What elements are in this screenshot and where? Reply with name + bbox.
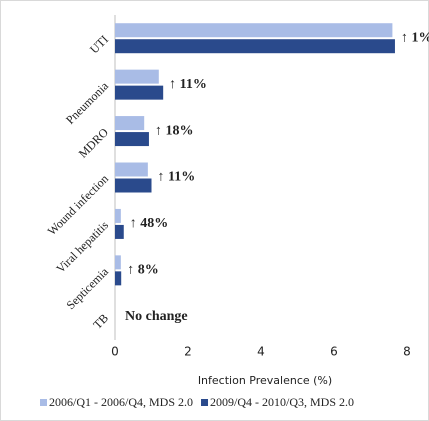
annotation: ↑ 8% xyxy=(127,263,159,278)
x-tick-label: 0 xyxy=(111,345,119,359)
annotation: ↑ 18% xyxy=(155,123,194,138)
bar xyxy=(115,162,148,177)
legend-swatch xyxy=(40,399,47,406)
bar xyxy=(115,208,121,223)
legend-swatch xyxy=(201,399,209,406)
annotation: ↑ 1% xyxy=(401,30,429,45)
bar xyxy=(115,85,164,100)
bar xyxy=(115,23,393,38)
x-tick-label: 8 xyxy=(403,345,411,359)
x-axis-title: Infection Prevalence (%) xyxy=(198,374,332,387)
bar xyxy=(115,39,395,54)
bar xyxy=(115,132,149,147)
bar xyxy=(115,271,122,286)
bar xyxy=(115,255,121,270)
legend-label: 2009/Q4 - 2010/Q3, MDS 2.0 xyxy=(210,395,354,409)
annotation: ↑ 11% xyxy=(169,77,207,92)
bar xyxy=(115,116,145,131)
x-tick-label: 4 xyxy=(257,345,265,359)
annotation: No change xyxy=(125,309,188,324)
x-tick-label: 2 xyxy=(184,345,192,359)
annotation: ↑ 11% xyxy=(158,170,196,185)
bar xyxy=(115,69,159,84)
annotation: ↑ 48% xyxy=(130,216,169,231)
bar xyxy=(115,224,124,239)
bar xyxy=(115,178,152,193)
legend-label: 2006/Q1 - 2006/Q4, MDS 2.0 xyxy=(49,395,193,409)
x-tick-label: 6 xyxy=(330,345,338,359)
